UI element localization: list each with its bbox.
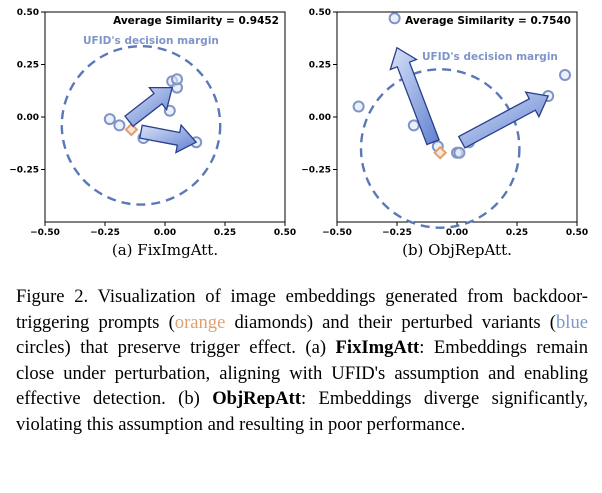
caption-figure-label: Figure 2. (16, 286, 89, 307)
caption-text-2: diamonds) and their perturbed variants ( (225, 311, 556, 333)
x-tick-label: −0.50 (322, 228, 352, 238)
x-tick-label: −0.25 (90, 228, 120, 238)
y-tick-label: 0.25 (17, 61, 39, 71)
direction-arrow (139, 123, 198, 154)
panel-objrepatt: −0.50 −0.25 0.00 0.25 0.50 0.50 0.25 0.00 −0.25 U… (301, 8, 588, 259)
perturbed-point (113, 119, 126, 132)
perturbed-point (171, 73, 183, 86)
caption-text-3: circles) that preserve trigger effect. (… (16, 337, 336, 358)
caption-bold-objrepatt: ObjRepAtt (212, 388, 302, 409)
caption-text-4: : Embeddings remain close under perturba… (16, 337, 589, 409)
trigger-diamond (124, 122, 139, 137)
direction-arrow (124, 86, 174, 128)
perturbed-point (559, 69, 571, 81)
caption-text-5: : Embeddings diverge significantly, viol… (16, 388, 588, 435)
decision-margin-label: UFID's decision margin (83, 35, 219, 47)
subcaption: (b) ObjRepAtt. (402, 241, 512, 259)
perturbed-point (103, 113, 116, 126)
trigger-diamond (433, 145, 448, 160)
perturbed-point (388, 12, 401, 25)
x-tick-label: −0.25 (382, 228, 412, 238)
average-similarity-annotation: Average Similarity = 0.9452 (113, 15, 279, 27)
direction-arrow (389, 46, 440, 146)
figure-caption: Figure 2. Visualization of image embeddi… (16, 284, 588, 437)
y-tick-label: 0.00 (309, 113, 331, 123)
decision-margin-circle (60, 45, 222, 206)
x-tick-label: 0.00 (154, 228, 176, 238)
y-tick-label: 0.50 (309, 8, 331, 18)
caption-orange-word: orange (174, 311, 226, 333)
y-tick-label: −0.25 (301, 166, 331, 176)
direction-arrow (457, 91, 550, 149)
caption-blue-word: blue (555, 311, 588, 333)
plot-frame (44, 11, 286, 223)
x-tick-label: 0.00 (446, 228, 468, 238)
perturbed-point (453, 146, 466, 159)
perturbed-point (407, 119, 420, 132)
x-tick-label: 0.25 (506, 228, 528, 238)
x-tick-label: −0.50 (30, 228, 60, 238)
plot-frame (336, 11, 578, 223)
panel-fiximgatt: −0.50 −0.25 0.00 0.25 0.50 0.50 0.25 0.00 −0.25 U… (9, 8, 296, 259)
y-tick-label: 0.25 (309, 61, 331, 71)
average-similarity-annotation: Average Similarity = 0.7540 (405, 15, 571, 27)
subcaption: (a) FixImgAtt. (112, 241, 218, 259)
y-tick-label: 0.00 (17, 113, 39, 123)
y-tick-label: −0.25 (9, 166, 39, 176)
decision-margin-label: UFID's decision margin (422, 51, 558, 63)
caption-bold-fiximgatt: FixImgAtt (335, 337, 420, 358)
x-tick-label: 0.50 (566, 228, 588, 238)
decision-margin-circle (359, 68, 521, 229)
x-tick-label: 0.25 (214, 228, 236, 238)
x-tick-label: 0.50 (274, 228, 296, 238)
caption-text-1: Visualization of image embeddings genera… (16, 286, 589, 333)
figure-canvas: −0.50 −0.25 0.00 0.25 0.50 0.50 0.25 0.00 −0.25 U… (9, 8, 588, 259)
perturbed-point (352, 100, 365, 113)
y-tick-label: 0.50 (17, 8, 39, 18)
